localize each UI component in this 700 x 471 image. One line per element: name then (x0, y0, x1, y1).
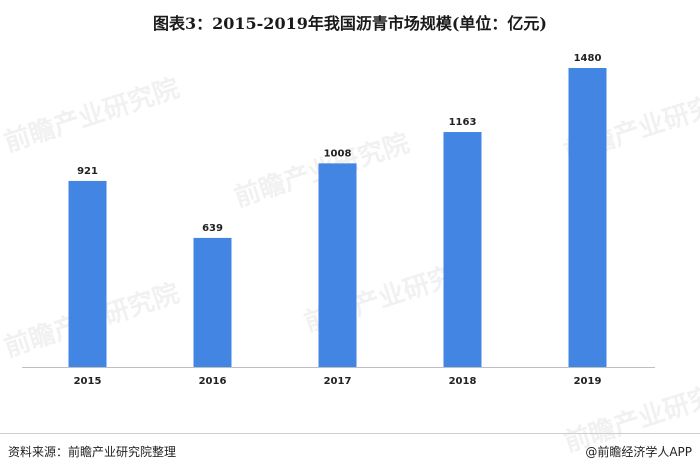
value-label-2015: 921 (77, 166, 98, 177)
value-label-2016: 639 (202, 223, 223, 234)
chart-title: 图表3：2015-2019年我国沥青市场规模(单位：亿元) (153, 14, 547, 33)
x-tick-label-2016: 2016 (199, 376, 227, 387)
x-tick-label-2015: 2015 (74, 376, 102, 387)
bar-2017 (318, 163, 357, 367)
bars-group: 921 2015 639 2016 1008 2017 1163 2018 1480 2019 (68, 53, 607, 387)
bar-2018 (443, 132, 482, 367)
x-tick-label-2017: 2017 (324, 376, 352, 387)
bar-2019 (568, 68, 607, 367)
brand-label: @前瞻经济学人APP (585, 445, 692, 459)
bar-2015 (68, 180, 107, 367)
value-label-2019: 1480 (574, 53, 602, 64)
x-tick-label-2018: 2018 (449, 376, 477, 387)
bar-chart: 921 2015 639 2016 1008 2017 1163 2018 1480 2019 (22, 53, 655, 387)
value-label-2017: 1008 (324, 148, 352, 159)
bar-2016 (193, 237, 232, 367)
value-label-2018: 1163 (449, 117, 477, 128)
source-note: 资料来源：前瞻产业研究院整理 (8, 445, 177, 459)
footer-divider (0, 433, 700, 434)
x-tick-label-2019: 2019 (574, 376, 602, 387)
